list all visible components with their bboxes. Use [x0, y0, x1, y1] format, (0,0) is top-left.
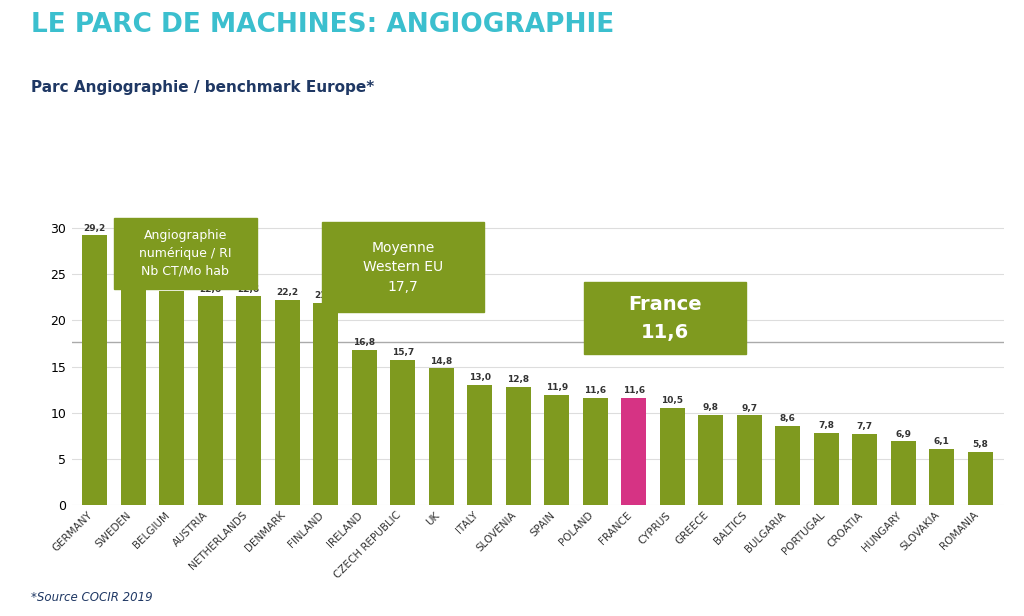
FancyBboxPatch shape [584, 282, 745, 354]
Bar [506, 387, 530, 505]
Bar [274, 300, 300, 505]
Bar [352, 350, 377, 505]
Text: Angiographie
numérique / RI
Nb CT/Mo hab: Angiographie numérique / RI Nb CT/Mo hab [139, 229, 231, 278]
Bar [775, 426, 801, 505]
Bar [737, 415, 762, 505]
Text: 14,8: 14,8 [430, 357, 453, 365]
Text: 11,6: 11,6 [585, 386, 606, 395]
Bar [429, 368, 454, 505]
Bar [583, 398, 608, 505]
Text: 22,6: 22,6 [238, 285, 260, 293]
Text: 7,8: 7,8 [818, 421, 835, 430]
Text: 6,9: 6,9 [895, 429, 911, 439]
Bar [82, 235, 108, 505]
Text: 10,5: 10,5 [662, 396, 683, 405]
Text: 6,1: 6,1 [934, 437, 950, 446]
Text: 11,9: 11,9 [546, 383, 568, 392]
Bar [659, 408, 685, 505]
Bar [467, 385, 493, 505]
FancyBboxPatch shape [114, 218, 256, 289]
Text: *Source COCIR 2019: *Source COCIR 2019 [31, 591, 153, 604]
Text: 22,6: 22,6 [200, 285, 221, 293]
Bar [698, 415, 723, 505]
Text: 29,2: 29,2 [84, 224, 105, 233]
Bar [390, 360, 416, 505]
Text: 21,9: 21,9 [314, 291, 337, 300]
Text: 7,7: 7,7 [857, 422, 873, 431]
FancyBboxPatch shape [322, 222, 483, 312]
Text: 13,0: 13,0 [469, 373, 490, 382]
Bar [545, 395, 569, 505]
Text: France
11,6: France 11,6 [628, 294, 701, 341]
Bar [891, 441, 915, 505]
Text: 8,6: 8,6 [780, 414, 796, 423]
Bar [237, 296, 261, 505]
Text: 25,5: 25,5 [122, 257, 144, 267]
Bar [852, 434, 878, 505]
Bar [160, 291, 184, 505]
Text: 9,7: 9,7 [741, 403, 758, 413]
Text: 23,2: 23,2 [161, 279, 183, 288]
Bar [313, 302, 338, 505]
Text: Parc Angiographie / benchmark Europe*: Parc Angiographie / benchmark Europe* [31, 80, 374, 95]
Bar [121, 270, 145, 505]
Text: 16,8: 16,8 [353, 338, 376, 347]
Text: 5,8: 5,8 [973, 440, 988, 448]
Bar [198, 296, 223, 505]
Bar [930, 448, 954, 505]
Bar [968, 452, 993, 505]
Text: Moyenne
Western EU
17,7: Moyenne Western EU 17,7 [362, 241, 443, 294]
Text: 11,6: 11,6 [623, 386, 645, 395]
Bar [622, 398, 646, 505]
Text: 22,2: 22,2 [276, 288, 298, 298]
Text: 9,8: 9,8 [702, 403, 719, 411]
Text: 15,7: 15,7 [392, 348, 414, 357]
Text: 12,8: 12,8 [507, 375, 529, 384]
Text: LE PARC DE MACHINES: ANGIOGRAPHIE: LE PARC DE MACHINES: ANGIOGRAPHIE [31, 12, 614, 38]
Bar [814, 433, 839, 505]
